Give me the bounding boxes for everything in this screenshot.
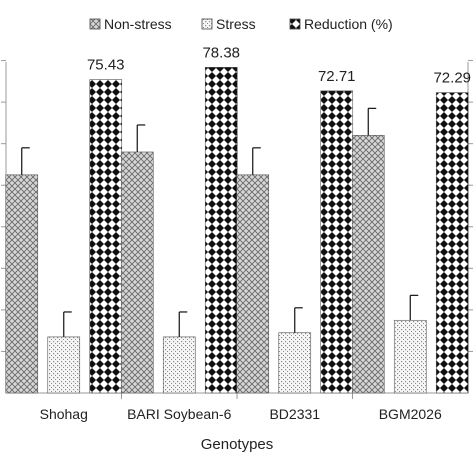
bar-reduction-bgm2026 [435,92,469,394]
legend-swatch-non-stress [89,18,101,30]
data-label-bd2331: 72.71 [318,68,356,85]
bar-non-stress-bd2331 [236,174,270,394]
bar-non-stress-shohag [5,174,39,394]
bar-reduction-bari-soybean-6 [204,66,238,394]
x-axis-label: Genotypes [201,436,274,453]
legend-swatch-stress [201,18,213,30]
legend: Non-stress Stress Reduction (%) [89,16,393,32]
x-tick-label-bd2331: BD2331 [269,406,320,422]
legend-swatch-reduction [289,18,301,30]
data-labels: 75.43 78.38 72.71 72.29 [87,44,471,86]
legend-label-non-stress: Non-stress [104,16,172,32]
legend-item-reduction: Reduction (%) [289,16,393,32]
x-tick-labels: Shohag BARI Soybean-6 BD2331 BGM2026 [40,406,442,422]
x-tick-label-shohag: Shohag [40,406,88,422]
bar-non-stress-bari-soybean-6 [120,151,154,394]
legend-label-reduction: Reduction (%) [304,16,393,32]
x-tick-label-bari-soybean-6: BARI Soybean-6 [127,406,231,422]
legend-item-stress: Stress [201,16,256,32]
bar-stress-shohag [47,336,81,394]
bar-non-stress-bgm2026 [351,135,385,394]
bar-reduction-shohag [89,79,123,394]
bar-stress-bgm2026 [393,319,427,394]
bar-stress-bd2331 [278,332,312,394]
legend-item-non-stress: Non-stress [89,16,172,32]
bar-stress-bari-soybean-6 [162,336,196,394]
legend-label-stress: Stress [216,16,256,32]
bars [5,66,469,394]
data-label-bgm2026: 72.29 [433,70,471,87]
data-label-shohag: 75.43 [87,57,125,74]
data-label-bari-soybean-6: 78.38 [202,44,240,61]
bar-reduction-bd2331 [320,90,354,394]
x-tick-label-bgm2026: BGM2026 [379,406,442,422]
